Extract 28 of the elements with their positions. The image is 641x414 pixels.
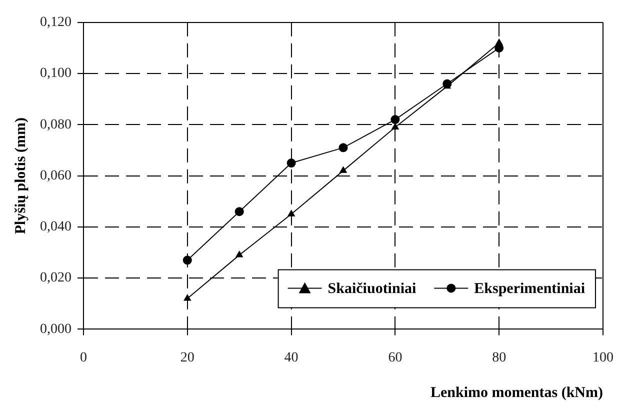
point	[287, 210, 296, 216]
x-tick-label: 60	[388, 350, 402, 366]
y-tick-label: 0,120	[40, 15, 72, 30]
x-tick-label: 40	[284, 350, 298, 366]
y-tick-label: 0,020	[40, 270, 72, 286]
point	[338, 143, 348, 152]
y-tick-label: 0,000	[40, 322, 72, 337]
x-tick-label: 80	[492, 350, 506, 366]
x-axis-title: Lenkimo momentas (kNm)	[430, 384, 603, 401]
x-tick-label: 0	[80, 350, 87, 366]
point	[235, 250, 244, 258]
point	[182, 256, 192, 265]
y-tick-label: 0,080	[40, 117, 72, 132]
legend-label: Skaičiuotiniai	[328, 281, 416, 298]
point	[495, 38, 503, 46]
point	[184, 294, 192, 301]
legend-label: Eksperimentiniai	[474, 281, 586, 298]
x-tick-label: 100	[592, 350, 614, 366]
y-tick-label: 0,100	[40, 66, 72, 82]
y-tick-label: 0,040	[40, 220, 72, 235]
point	[286, 158, 296, 168]
point	[391, 122, 400, 130]
y-tick-label: 0,060	[40, 168, 72, 184]
point	[234, 207, 244, 216]
x-tick-label: 20	[180, 350, 194, 366]
y-axis-title: Plyšių plotis (mm)	[12, 117, 29, 234]
point	[339, 166, 348, 173]
point	[390, 115, 400, 124]
